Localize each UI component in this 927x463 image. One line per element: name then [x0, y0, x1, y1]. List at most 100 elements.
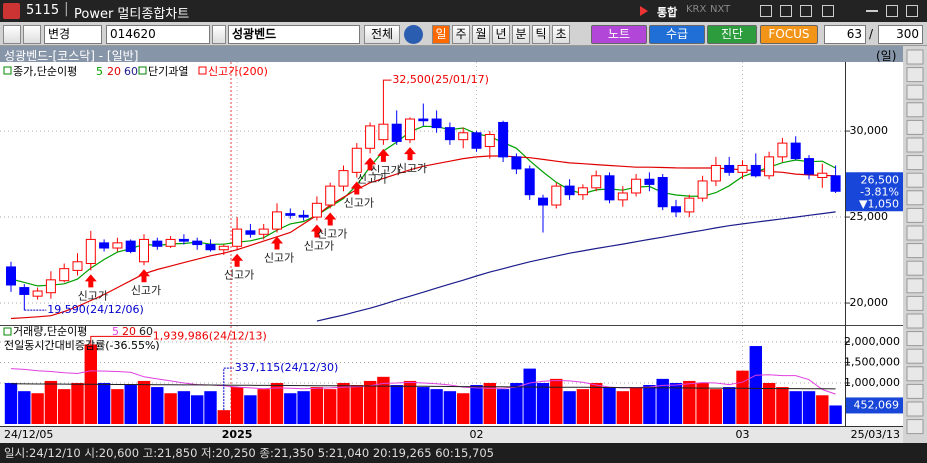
tool-icon[interactable] — [906, 331, 924, 347]
x-tick-label: 24/12/05 — [4, 428, 53, 441]
new-high-arrow — [364, 157, 377, 171]
tool-icon[interactable] — [906, 119, 924, 135]
low-annotation: 19,590(24/12/06) — [47, 303, 143, 316]
candle-body — [710, 164, 721, 182]
all-button[interactable]: 전체 — [364, 25, 400, 44]
window-icon[interactable] — [780, 5, 792, 17]
tool-icon[interactable] — [906, 49, 924, 65]
screen-code: 5115 — [26, 3, 60, 18]
tool-icon[interactable] — [906, 243, 924, 259]
play-icon[interactable] — [640, 6, 648, 16]
favorite-icon[interactable] — [212, 25, 226, 44]
volume-bar — [137, 380, 151, 424]
candle-body — [577, 187, 588, 196]
candle-body — [245, 230, 256, 235]
candle-body — [139, 238, 149, 263]
total-input[interactable]: 300 — [878, 25, 923, 44]
tool-icon[interactable] — [906, 366, 924, 382]
tool-icon[interactable] — [906, 383, 924, 399]
new-high-label: 신고가 — [224, 269, 254, 282]
volume-bar — [337, 382, 350, 424]
tool-icon[interactable] — [906, 260, 924, 276]
candle-body — [697, 180, 708, 199]
focus-button[interactable]: FOCUS — [760, 25, 818, 44]
tool-icon[interactable] — [906, 190, 924, 206]
note-button[interactable]: 노트 — [591, 25, 647, 44]
volume-bar — [417, 387, 430, 424]
period-button[interactable]: 년 — [492, 25, 510, 44]
tool-icon[interactable] — [906, 295, 924, 311]
volume-bar — [377, 376, 390, 424]
y-tick-label: 1,500,000 — [844, 355, 900, 368]
legend-entry: 5 — [112, 325, 119, 338]
period-button[interactable]: 일 — [432, 25, 450, 44]
supply-button[interactable]: 수급 — [649, 25, 705, 44]
candle-body — [405, 118, 415, 141]
volume-bar — [18, 391, 31, 424]
tool-icon[interactable] — [906, 84, 924, 100]
maximize-icon[interactable] — [886, 5, 898, 17]
tool-icon[interactable] — [906, 278, 924, 294]
period-button[interactable]: 틱 — [532, 25, 550, 44]
candle-body — [99, 242, 110, 249]
window-icon[interactable] — [822, 5, 834, 17]
y-axis-panel — [845, 62, 903, 426]
x-tick-label: 2025 — [222, 428, 253, 441]
period-button[interactable]: 초 — [552, 25, 570, 44]
window-icon[interactable] — [800, 5, 812, 17]
tool-icon[interactable] — [906, 419, 924, 435]
diagnosis-button[interactable]: 진단 — [707, 25, 757, 44]
tool-icon[interactable] — [3, 25, 21, 44]
x-tick-label: 25/03/13 — [851, 428, 900, 441]
legend-entry: 5 — [96, 65, 103, 78]
tool-icon[interactable] — [23, 25, 41, 44]
volume-bar — [204, 391, 217, 424]
tool-icon[interactable] — [906, 67, 924, 83]
candle-body — [644, 178, 655, 185]
candle-body — [365, 125, 376, 149]
tool-icon[interactable] — [906, 225, 924, 241]
badge[interactable]: NXT — [710, 4, 731, 15]
volume-bar — [97, 382, 111, 424]
volume-bar — [683, 380, 696, 424]
volume-bar — [576, 389, 590, 424]
badge[interactable]: KRX — [686, 4, 707, 15]
window-icon[interactable] — [760, 5, 772, 17]
x-tick-label: 02 — [470, 428, 484, 441]
current-price-box — [846, 172, 903, 212]
stock-code-input[interactable]: 014620 — [106, 25, 210, 44]
new-high-arrow — [404, 147, 416, 161]
period-button[interactable]: 주 — [452, 25, 470, 44]
minimize-icon[interactable] — [866, 10, 878, 12]
stock-name-input[interactable]: 성광벤드 — [228, 25, 360, 44]
count-input[interactable]: 63 — [824, 25, 866, 44]
tool-icon[interactable] — [906, 348, 924, 364]
refresh-icon[interactable] — [404, 25, 423, 44]
tool-icon[interactable] — [906, 207, 924, 223]
close-icon[interactable] — [906, 5, 918, 17]
current-price-text: -3.81% — [860, 185, 899, 198]
legend-text: 종가,단순이평 — [13, 65, 77, 78]
candle-body — [750, 164, 761, 177]
badge[interactable]: 통합 — [657, 6, 678, 19]
mode-select[interactable]: 변경 — [44, 25, 102, 44]
legend-checkbox — [198, 66, 207, 75]
tool-icon[interactable] — [906, 401, 924, 417]
period-button[interactable]: 분 — [512, 25, 530, 44]
candle-body — [391, 123, 402, 142]
y-tick-label: 30,000 — [850, 124, 889, 137]
candle-body — [45, 279, 56, 294]
tool-icon[interactable] — [906, 102, 924, 118]
period-button[interactable]: 월 — [472, 25, 490, 44]
tool-icon[interactable] — [906, 137, 924, 153]
volume-bar — [403, 380, 417, 424]
y-tick-label: 1,000,000 — [844, 376, 900, 389]
app-icon — [3, 3, 20, 19]
tool-icon[interactable] — [906, 155, 924, 171]
volume-bar — [496, 389, 510, 424]
tool-icon[interactable] — [906, 172, 924, 188]
new-high-arrow — [84, 274, 97, 288]
tool-icon[interactable] — [906, 313, 924, 329]
candle-body — [152, 240, 163, 247]
